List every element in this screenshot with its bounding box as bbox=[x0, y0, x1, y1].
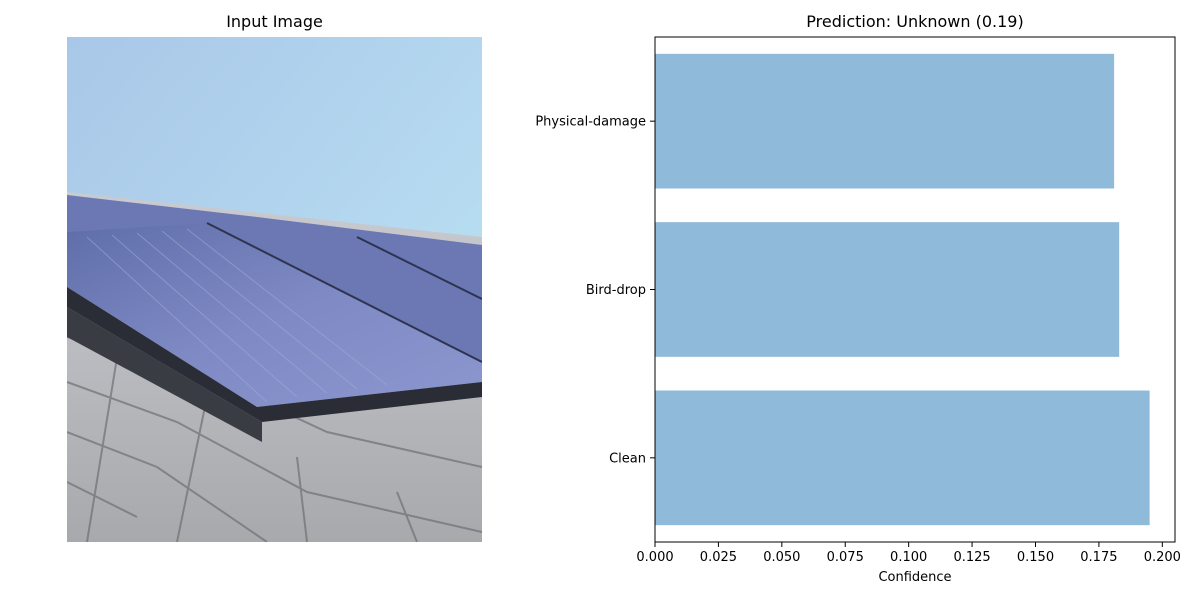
y-tick-label: Physical-damage bbox=[535, 115, 646, 130]
plot-frame bbox=[654, 36, 1176, 543]
x-tick-label: 0.025 bbox=[700, 550, 737, 565]
panel-frame-side bbox=[67, 307, 262, 442]
x-tick-label: 0.200 bbox=[1144, 550, 1181, 565]
bar-physical-damage bbox=[655, 53, 1115, 189]
input-image-title: Input Image bbox=[226, 12, 323, 31]
x-tick-label: 0.050 bbox=[763, 550, 800, 565]
bar-bird-drop bbox=[655, 222, 1120, 357]
x-axis-label: Confidence bbox=[878, 570, 951, 585]
x-tick-label: 0.125 bbox=[953, 550, 990, 565]
x-tick-label: 0.175 bbox=[1080, 550, 1117, 565]
bar-clean bbox=[655, 390, 1150, 526]
x-tick-label: 0.150 bbox=[1017, 550, 1054, 565]
y-tick-label: Bird-drop bbox=[586, 283, 646, 298]
y-tick-label: Clean bbox=[609, 451, 646, 466]
x-tick-label: 0.000 bbox=[636, 550, 673, 565]
input-image bbox=[67, 37, 482, 542]
solar-panel bbox=[67, 223, 482, 407]
x-tick-label: 0.100 bbox=[890, 550, 927, 565]
chart-title: Prediction: Unknown (0.19) bbox=[806, 12, 1024, 31]
panel-frame bbox=[67, 287, 482, 422]
x-tick-label: 0.075 bbox=[827, 550, 864, 565]
